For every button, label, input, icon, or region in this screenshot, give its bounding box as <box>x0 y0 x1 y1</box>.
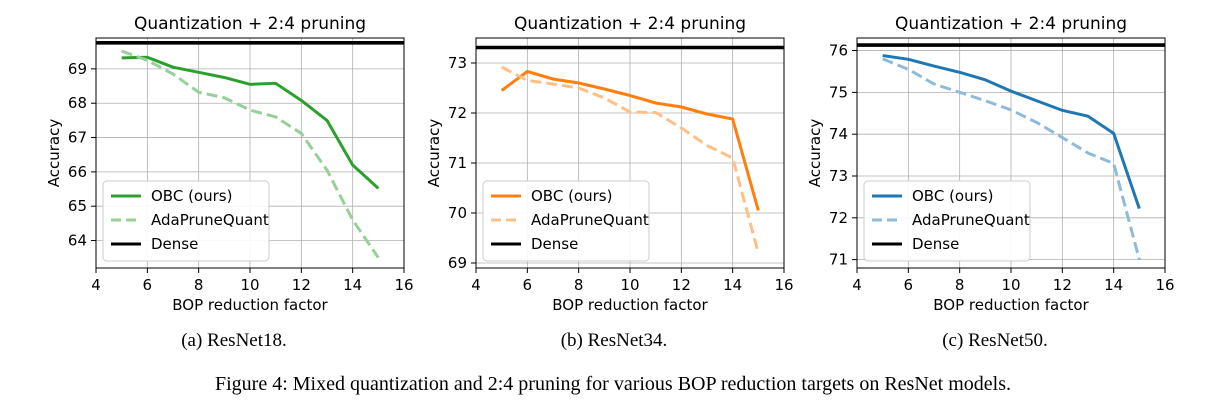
y-axis-label: Accuracy <box>45 119 63 188</box>
x-tick-label: 16 <box>774 276 793 294</box>
legend-label: AdaPruneQuant <box>912 211 1030 229</box>
chart-title: Quantization + 2:4 pruning <box>895 14 1127 34</box>
series-line-adaprunequant <box>121 49 380 259</box>
y-tick-label: 75 <box>829 83 848 101</box>
x-tick-label: 8 <box>574 276 584 294</box>
x-tick-label: 6 <box>904 276 914 294</box>
x-tick-label: 8 <box>955 276 965 294</box>
x-tick-label: 12 <box>672 276 691 294</box>
legend-label: OBC (ours) <box>531 187 612 205</box>
legend-box <box>102 180 270 262</box>
y-tick-label: 71 <box>829 251 848 269</box>
x-tick-label: 6 <box>523 276 533 294</box>
series-line-adaprunequant <box>882 57 1141 261</box>
legend-label: OBC (ours) <box>912 187 993 205</box>
y-tick-label: 68 <box>68 94 87 112</box>
series-line-obc-ours <box>882 54 1141 210</box>
y-axis-label: Accuracy <box>425 119 443 188</box>
x-tick-label: 4 <box>471 276 481 294</box>
series-line-adaprunequant <box>500 65 760 254</box>
x-axis-label: BOP reduction factor <box>172 296 328 314</box>
legend-box <box>863 180 1031 262</box>
x-tick-label: 10 <box>1001 276 1020 294</box>
y-tick-label: 73 <box>448 54 467 72</box>
chart-panel-2: 4 6 8 10 12 14 16 69 70 71 72 73 Quantization + 2:4 … <box>425 14 794 314</box>
y-tick-label: 69 <box>68 60 87 78</box>
legend: OBC (ours) AdaPruneQuant Dense <box>863 180 1031 262</box>
x-axis-label: BOP reduction factor <box>552 296 708 314</box>
y-tick-label: 69 <box>448 254 467 272</box>
legend-label: Dense <box>912 235 959 253</box>
y-tick-label: 66 <box>68 163 87 181</box>
y-tick-label: 76 <box>829 42 848 60</box>
y-tick-label: 72 <box>829 209 848 227</box>
y-axis-label: Accuracy <box>806 119 824 188</box>
y-tick-label: 67 <box>68 129 87 147</box>
y-tick-label: 74 <box>829 125 848 143</box>
x-tick-label: 12 <box>1053 276 1072 294</box>
legend-label: OBC (ours) <box>151 187 232 205</box>
x-tick-label: 10 <box>240 276 259 294</box>
y-tick-label: 73 <box>829 167 848 185</box>
y-tick-label: 65 <box>68 197 87 215</box>
chart-panel-3: 4 6 8 10 12 14 16 71 72 73 74 75 76 Quantization + 2:… <box>806 14 1175 314</box>
x-tick-label: 4 <box>852 276 862 294</box>
x-tick-label: 6 <box>143 276 153 294</box>
legend-label: Dense <box>151 235 198 253</box>
x-tick-label: 4 <box>91 276 101 294</box>
y-tick-label: 64 <box>68 232 87 250</box>
subcaption-a: (a) ResNet18. <box>181 330 287 351</box>
series-line-obc-ours <box>121 55 380 190</box>
x-tick-label: 16 <box>394 276 413 294</box>
legend-label: AdaPruneQuant <box>531 211 649 229</box>
chart-title: Quantization + 2:4 pruning <box>134 14 366 34</box>
x-tick-label: 16 <box>1155 276 1174 294</box>
x-tick-label: 8 <box>194 276 204 294</box>
x-tick-label: 14 <box>1104 276 1123 294</box>
legend: OBC (ours) AdaPruneQuant Dense <box>102 180 270 262</box>
figure-caption: Figure 4: Mixed quantization and 2:4 pru… <box>215 373 1011 395</box>
x-tick-label: 10 <box>620 276 639 294</box>
y-tick-label: 72 <box>448 104 467 122</box>
subcaption-b: (b) ResNet34. <box>561 330 668 351</box>
legend-label: AdaPruneQuant <box>151 211 269 229</box>
series-line-obc-ours <box>500 70 760 211</box>
subcaption-c: (c) ResNet50. <box>942 330 1048 351</box>
y-tick-label: 71 <box>448 154 467 172</box>
x-axis-label: BOP reduction factor <box>933 296 1089 314</box>
x-tick-label: 14 <box>723 276 742 294</box>
chart-title: Quantization + 2:4 pruning <box>514 14 746 34</box>
legend-label: Dense <box>531 235 578 253</box>
x-tick-label: 12 <box>292 276 311 294</box>
legend: OBC (ours) AdaPruneQuant Dense <box>482 180 650 262</box>
y-tick-label: 70 <box>448 204 467 222</box>
x-tick-label: 14 <box>343 276 362 294</box>
legend-box <box>482 180 650 262</box>
